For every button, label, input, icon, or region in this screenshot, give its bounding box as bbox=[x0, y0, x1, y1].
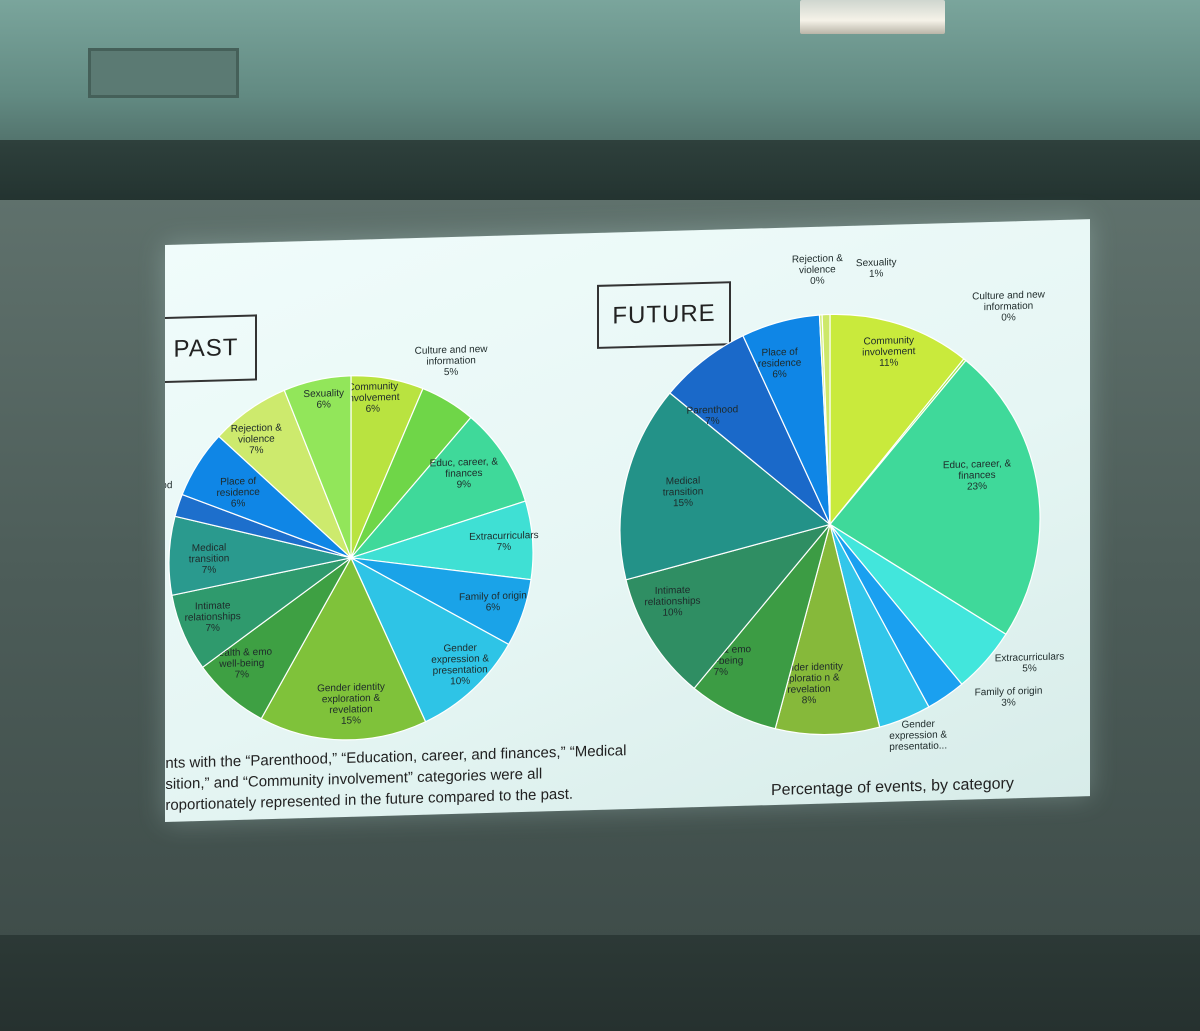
future-pie-chart: Communityinvolvement11% Culture and newin… bbox=[619, 253, 1064, 753]
future-slice-label: Educ, career, &finances23% bbox=[943, 458, 1012, 493]
future-slice bbox=[829, 313, 965, 527]
past-slice bbox=[283, 375, 352, 559]
past-slice-label: Family of origin6% bbox=[459, 590, 527, 614]
past-slice-label: Sexuality6% bbox=[303, 388, 344, 411]
future-slice-label: Parenthood7% bbox=[687, 404, 739, 427]
future-slice bbox=[829, 359, 1041, 636]
future-slice-label: Culture and newinformation0% bbox=[972, 289, 1046, 324]
past-slice bbox=[349, 556, 510, 723]
future-slice-label: Medicaltransition15% bbox=[663, 475, 704, 509]
past-slice-label: thood% bbox=[165, 480, 172, 503]
ceiling-beam bbox=[0, 140, 1200, 202]
future-slice-label: Sexuality1% bbox=[856, 257, 897, 280]
future-slice-label: Extracurriculars5% bbox=[995, 651, 1064, 675]
past-slice-label: Educ, career, &finances9% bbox=[430, 456, 499, 491]
ceiling-vent bbox=[88, 48, 239, 98]
future-slice-label: Intimaterelationships10% bbox=[644, 585, 700, 620]
future-slice-label: Rejection &violence0% bbox=[792, 253, 843, 287]
lower-wall bbox=[0, 935, 1200, 1031]
past-slice-label: Communityinvolvement6% bbox=[346, 381, 400, 415]
past-slice-label: Genderexpression &presentation10% bbox=[431, 642, 489, 688]
future-slice bbox=[625, 523, 832, 690]
projection-screen: PAST FUTURE Communityinvolvement6% Cultur… bbox=[165, 219, 1090, 822]
future-slice bbox=[774, 524, 881, 736]
future-slice-label: Communityinvolvement11% bbox=[862, 335, 916, 369]
future-slice bbox=[821, 313, 831, 525]
past-slice-label: Place ofresidence6% bbox=[216, 476, 260, 510]
future-slice bbox=[619, 392, 832, 581]
future-slice-label: Family of origin3% bbox=[975, 686, 1043, 710]
past-slice-label: Medicaltransition7% bbox=[189, 542, 230, 576]
ceiling-light bbox=[800, 0, 945, 34]
past-slice-label: Gender identityexploration &revelation15… bbox=[317, 682, 385, 728]
past-slice-label: Intimaterelationships7% bbox=[185, 600, 241, 635]
past-slice bbox=[260, 556, 427, 741]
past-pie-chart: Communityinvolvement6% Culture and newinf… bbox=[165, 344, 539, 741]
past-slice-label: Extracurriculars7% bbox=[469, 530, 538, 554]
past-slice-label: Rejection &violence7% bbox=[231, 422, 282, 456]
future-slice-label: Genderexpression &presentatio... bbox=[889, 718, 947, 753]
past-slice-label: Culture and newinformation5% bbox=[415, 344, 489, 379]
past-slice bbox=[349, 416, 527, 560]
future-slice-label: Place ofresidence6% bbox=[758, 347, 802, 381]
